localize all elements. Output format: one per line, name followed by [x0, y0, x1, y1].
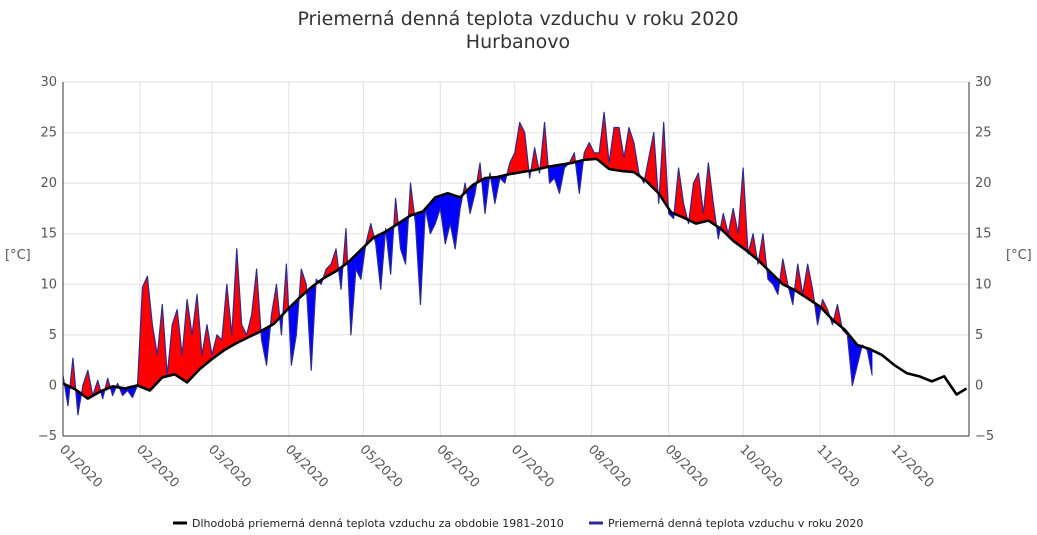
fill-above-normal — [613, 127, 620, 171]
month-label: 10/2020 — [736, 442, 785, 491]
y-tick-label-left: 5 — [49, 328, 57, 343]
series-line-2020 — [62, 111, 873, 416]
month-label: 08/2020 — [585, 442, 634, 491]
month-label: 01/2020 — [56, 442, 105, 491]
difference-fill — [62, 112, 873, 415]
chart-title: Priemerná denná teplota vzduchu v roku 2… — [297, 8, 738, 30]
y-tick-label-left: −5 — [38, 429, 57, 444]
month-label: 07/2020 — [508, 442, 557, 491]
legend: Dlhodobá priemerná denná teplota vzduchu… — [173, 517, 863, 530]
month-label: 06/2020 — [433, 442, 482, 491]
y-tick-label-right: 25 — [975, 126, 992, 141]
axes — [62, 82, 970, 437]
y-tick-label-right: 10 — [975, 277, 992, 292]
fill-above-normal — [152, 324, 158, 389]
month-label: 02/2020 — [133, 442, 182, 491]
fill-above-normal — [648, 132, 654, 189]
grid-lines — [62, 81, 969, 437]
fill-above-normal — [191, 294, 198, 378]
y-tick-label-left: 25 — [40, 126, 57, 141]
series-lines — [62, 111, 968, 416]
chart-subtitle: Hurbanovo — [466, 31, 570, 53]
y-tick-label-left: 20 — [40, 176, 57, 191]
y-tick-label-right: 0 — [975, 378, 983, 393]
fill-above-normal — [186, 299, 193, 383]
fill-above-normal — [509, 152, 515, 175]
y-tick-label-left: 30 — [40, 75, 57, 90]
month-label: 12/2020 — [888, 442, 937, 491]
month-label: 03/2020 — [205, 442, 254, 491]
fill-below-normal — [445, 193, 451, 244]
fill-above-normal — [142, 276, 148, 390]
fill-below-normal — [450, 193, 456, 249]
legend-label-2020[interactable]: Priemerná denná teplota vzduchu v roku 2… — [608, 517, 863, 530]
legend-label-normal[interactable]: Dlhodobá priemerná denná teplota vzduchu… — [192, 517, 564, 530]
fill-below-normal — [291, 300, 297, 366]
y-tick-label-right: 5 — [975, 328, 983, 343]
month-label: 04/2020 — [282, 442, 331, 491]
y-tick-label-right: 20 — [975, 176, 992, 191]
y-tick-label-right: −5 — [975, 429, 994, 444]
y-axis-label-right: [°C] — [1006, 248, 1032, 263]
y-tick-label-left: 15 — [40, 227, 57, 242]
y-tick-label-right: 30 — [975, 75, 992, 90]
month-label: 09/2020 — [662, 442, 711, 491]
y-tick-label-right: 15 — [975, 227, 992, 242]
fill-above-normal — [147, 276, 153, 390]
series-line-normal — [62, 157, 968, 400]
month-label: 05/2020 — [357, 442, 406, 491]
y-axis-label-left: [°C] — [5, 248, 31, 263]
fill-above-normal — [172, 309, 178, 377]
y-tick-label-left: 0 — [49, 378, 57, 393]
y-tick-label-left: 10 — [40, 277, 57, 292]
month-label: 11/2020 — [813, 442, 862, 491]
